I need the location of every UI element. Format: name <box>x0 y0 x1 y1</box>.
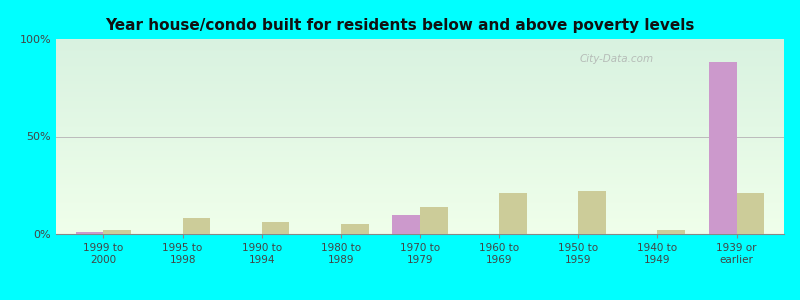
Bar <box>392 214 420 234</box>
Bar <box>578 191 606 234</box>
Bar <box>420 207 448 234</box>
Bar <box>709 62 737 234</box>
Bar <box>76 232 103 234</box>
Bar <box>103 230 131 234</box>
Bar <box>658 230 685 234</box>
Text: Year house/condo built for residents below and above poverty levels: Year house/condo built for residents bel… <box>106 18 694 33</box>
Bar <box>341 224 369 234</box>
Bar <box>499 193 527 234</box>
Bar <box>737 193 764 234</box>
Bar <box>182 218 210 234</box>
Text: City-Data.com: City-Data.com <box>579 53 654 64</box>
Bar <box>262 222 290 234</box>
